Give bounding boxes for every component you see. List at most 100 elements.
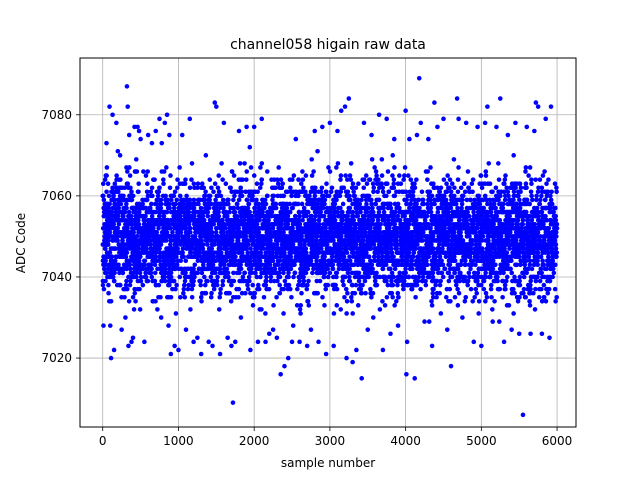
data-point <box>370 290 376 296</box>
data-point <box>102 177 108 182</box>
data-point <box>187 185 193 191</box>
data-point <box>298 303 304 308</box>
data-point <box>425 177 430 182</box>
data-point <box>235 217 241 223</box>
data-point <box>334 270 340 276</box>
data-point <box>239 193 245 199</box>
data-point <box>322 258 328 264</box>
data-point <box>410 266 415 272</box>
data-point <box>390 282 396 288</box>
data-point <box>340 201 346 207</box>
data-point <box>369 294 374 300</box>
data-point <box>187 205 192 211</box>
data-point <box>100 282 106 288</box>
data-point <box>312 193 318 199</box>
data-point <box>226 254 232 259</box>
data-point <box>152 262 158 268</box>
data-point <box>147 238 153 243</box>
data-point <box>341 185 347 191</box>
data-point <box>465 221 471 227</box>
data-point <box>143 205 149 211</box>
data-point <box>171 205 177 211</box>
data-point <box>247 258 253 264</box>
data-point <box>141 169 146 174</box>
data-point <box>134 169 140 174</box>
data-point <box>423 278 428 284</box>
data-point <box>148 189 154 195</box>
data-point <box>444 181 449 186</box>
data-point <box>453 201 459 207</box>
data-point <box>410 254 416 259</box>
data-point <box>250 303 256 308</box>
data-point <box>131 270 136 276</box>
data-point <box>364 250 369 255</box>
data-point <box>252 258 257 264</box>
data-point <box>174 262 180 268</box>
data-point <box>430 234 436 239</box>
data-point <box>202 282 208 288</box>
data-point <box>388 266 393 272</box>
data-point <box>152 270 158 276</box>
data-point <box>258 250 264 255</box>
data-point <box>143 213 148 219</box>
data-point <box>108 299 114 304</box>
data-point <box>149 266 154 272</box>
data-point <box>367 177 373 182</box>
data-point <box>451 157 457 162</box>
data-point <box>140 201 145 207</box>
data-point <box>237 161 243 166</box>
data-point <box>142 262 147 268</box>
data-point <box>252 290 258 296</box>
data-point <box>459 201 465 207</box>
data-point <box>122 294 127 300</box>
data-point <box>324 189 329 195</box>
data-point <box>251 173 257 178</box>
data-point <box>266 217 271 223</box>
data-point <box>377 226 382 231</box>
data-point <box>439 270 445 276</box>
data-point <box>184 193 189 199</box>
data-point <box>200 262 206 268</box>
data-point <box>338 189 344 195</box>
data-point <box>402 173 407 178</box>
data-point <box>244 169 250 174</box>
data-point <box>257 266 263 272</box>
data-point <box>319 185 325 191</box>
data-point <box>293 213 298 219</box>
data-point <box>228 299 234 304</box>
data-point <box>104 173 109 178</box>
data-point <box>131 307 137 312</box>
data-point <box>231 205 237 211</box>
data-point <box>300 217 305 223</box>
data-point <box>168 173 173 178</box>
data-point <box>213 270 218 276</box>
data-point <box>338 177 343 182</box>
data-point <box>251 238 257 243</box>
data-point <box>243 234 249 239</box>
data-point <box>355 213 361 219</box>
data-point <box>435 266 441 272</box>
data-point <box>142 258 148 264</box>
data-point <box>167 185 173 191</box>
data-point <box>173 201 178 207</box>
data-point <box>424 213 430 219</box>
data-point <box>187 226 193 231</box>
data-point <box>267 226 272 231</box>
data-point <box>322 197 328 203</box>
data-point <box>286 282 292 288</box>
data-point <box>243 290 248 296</box>
data-point <box>456 165 461 170</box>
data-point <box>217 246 223 251</box>
data-point <box>316 217 322 223</box>
data-point <box>333 282 338 288</box>
data-point <box>328 189 334 195</box>
data-point <box>106 238 111 243</box>
data-point <box>239 290 245 296</box>
data-point <box>309 173 315 178</box>
data-point <box>317 221 322 227</box>
data-point <box>158 201 164 207</box>
data-point <box>288 266 294 272</box>
data-point <box>114 173 119 178</box>
data-point <box>473 230 478 235</box>
data-point <box>129 197 135 203</box>
